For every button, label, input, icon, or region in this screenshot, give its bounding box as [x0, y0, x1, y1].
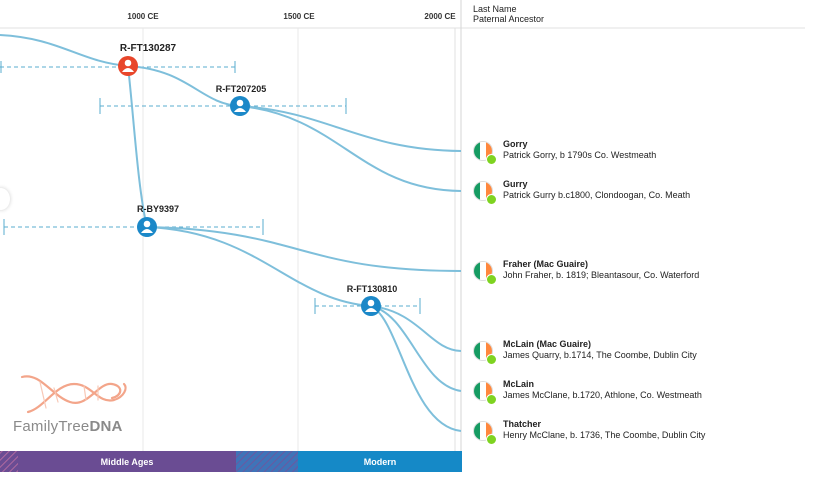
status-dot-icon — [486, 194, 497, 205]
ancestor: James Quarry, b.1714, The Coombe, Dublin… — [503, 350, 697, 360]
column-headers: Last Name Paternal Ancestor — [473, 4, 544, 24]
lineage-row[interactable]: Gurry Patrick Gurry b.c1800, Clondoogan,… — [473, 178, 773, 210]
surname: Gurry — [503, 179, 528, 189]
surname: McLain — [503, 379, 535, 389]
label-r-by9397[interactable]: R-BY9397 — [136, 204, 180, 214]
node-r-ft207205[interactable] — [230, 96, 250, 116]
status-dot-icon — [486, 434, 497, 445]
label-r-ft130287[interactable]: R-FT130287 — [119, 43, 177, 54]
branch-ft207205-gurry — [239, 105, 462, 192]
ancestor: John Fraher, b. 1819; Bleantasour, Co. W… — [503, 270, 700, 280]
lineage-row[interactable]: Gorry Patrick Gorry, b 1790s Co. Westmea… — [473, 138, 773, 170]
branch-ft130810-mclain-mg — [370, 305, 462, 352]
tick-2000: 2000 CE — [424, 12, 456, 21]
surname: Fraher (Mac Guaire) — [503, 259, 589, 269]
branch-ft207205-gorry — [239, 105, 462, 152]
branch-by9397-fraher — [146, 226, 462, 272]
familytreedna-logo: FamilyTreeDNA — [13, 418, 123, 435]
lineage-row[interactable]: Thatcher Henry McClane, b. 1736, The Coo… — [473, 418, 773, 450]
era-transition-early — [0, 451, 18, 472]
status-dot-icon — [486, 154, 497, 165]
lineage-row[interactable]: Fraher (Mac Guaire) John Fraher, b. 1819… — [473, 258, 773, 290]
status-dot-icon — [486, 274, 497, 285]
tick-1000: 1000 CE — [127, 12, 159, 21]
ancestor: James McClane, b.1720, Athlone, Co. West… — [503, 390, 702, 400]
paternal-ancestor-header: Paternal Ancestor — [473, 14, 545, 24]
node-r-by9397[interactable] — [137, 217, 157, 237]
branch-root-to-ft207205 — [127, 65, 241, 107]
logo-name-bold: DNA — [89, 418, 123, 435]
dna-helix-icon — [20, 375, 127, 414]
ireland-flag-icon — [473, 181, 493, 201]
label-r-ft130810[interactable]: R-FT130810 — [346, 284, 398, 294]
ireland-flag-icon — [473, 141, 493, 161]
branch-by9397-ft130810 — [146, 226, 372, 307]
status-dot-icon — [486, 394, 497, 405]
era-middle-ages: Middle Ages — [18, 451, 236, 472]
ireland-flag-icon — [473, 261, 493, 281]
ireland-flag-icon — [473, 381, 493, 401]
surname: McLain (Mac Guaire) — [503, 339, 592, 349]
ancestor: Patrick Gurry b.c1800, Clondoogan, Co. M… — [503, 190, 691, 200]
branch-ft130810-mclain — [370, 305, 462, 392]
lineage-row[interactable]: McLain James McClane, b.1720, Athlone, C… — [473, 378, 773, 410]
ancestor: Henry McClane, b. 1736, The Coombe, Dubl… — [503, 430, 706, 440]
branch-root-in — [0, 34, 129, 67]
node-r-ft130287[interactable] — [118, 56, 138, 76]
branch-ft130810-thatcher — [370, 305, 462, 432]
ancestor: Patrick Gorry, b 1790s Co. Westmeath — [503, 150, 657, 160]
era-transition-late — [236, 451, 298, 472]
label-r-ft207205[interactable]: R-FT207205 — [215, 84, 267, 94]
ireland-flag-icon — [473, 421, 493, 441]
status-dot-icon — [486, 354, 497, 365]
surname: Gorry — [503, 139, 528, 149]
last-name-header: Last Name — [473, 4, 517, 14]
tick-1500: 1500 CE — [283, 12, 315, 21]
lineage-row[interactable]: McLain (Mac Guaire) James Quarry, b.1714… — [473, 338, 773, 370]
pan-handle[interactable] — [0, 188, 10, 210]
ireland-flag-icon — [473, 341, 493, 361]
surname: Thatcher — [503, 419, 542, 429]
logo-name-light: FamilyTree — [13, 418, 90, 435]
branch-root-to-by9397 — [127, 65, 148, 228]
era-modern: Modern — [298, 451, 462, 472]
node-r-ft130810[interactable] — [361, 296, 381, 316]
